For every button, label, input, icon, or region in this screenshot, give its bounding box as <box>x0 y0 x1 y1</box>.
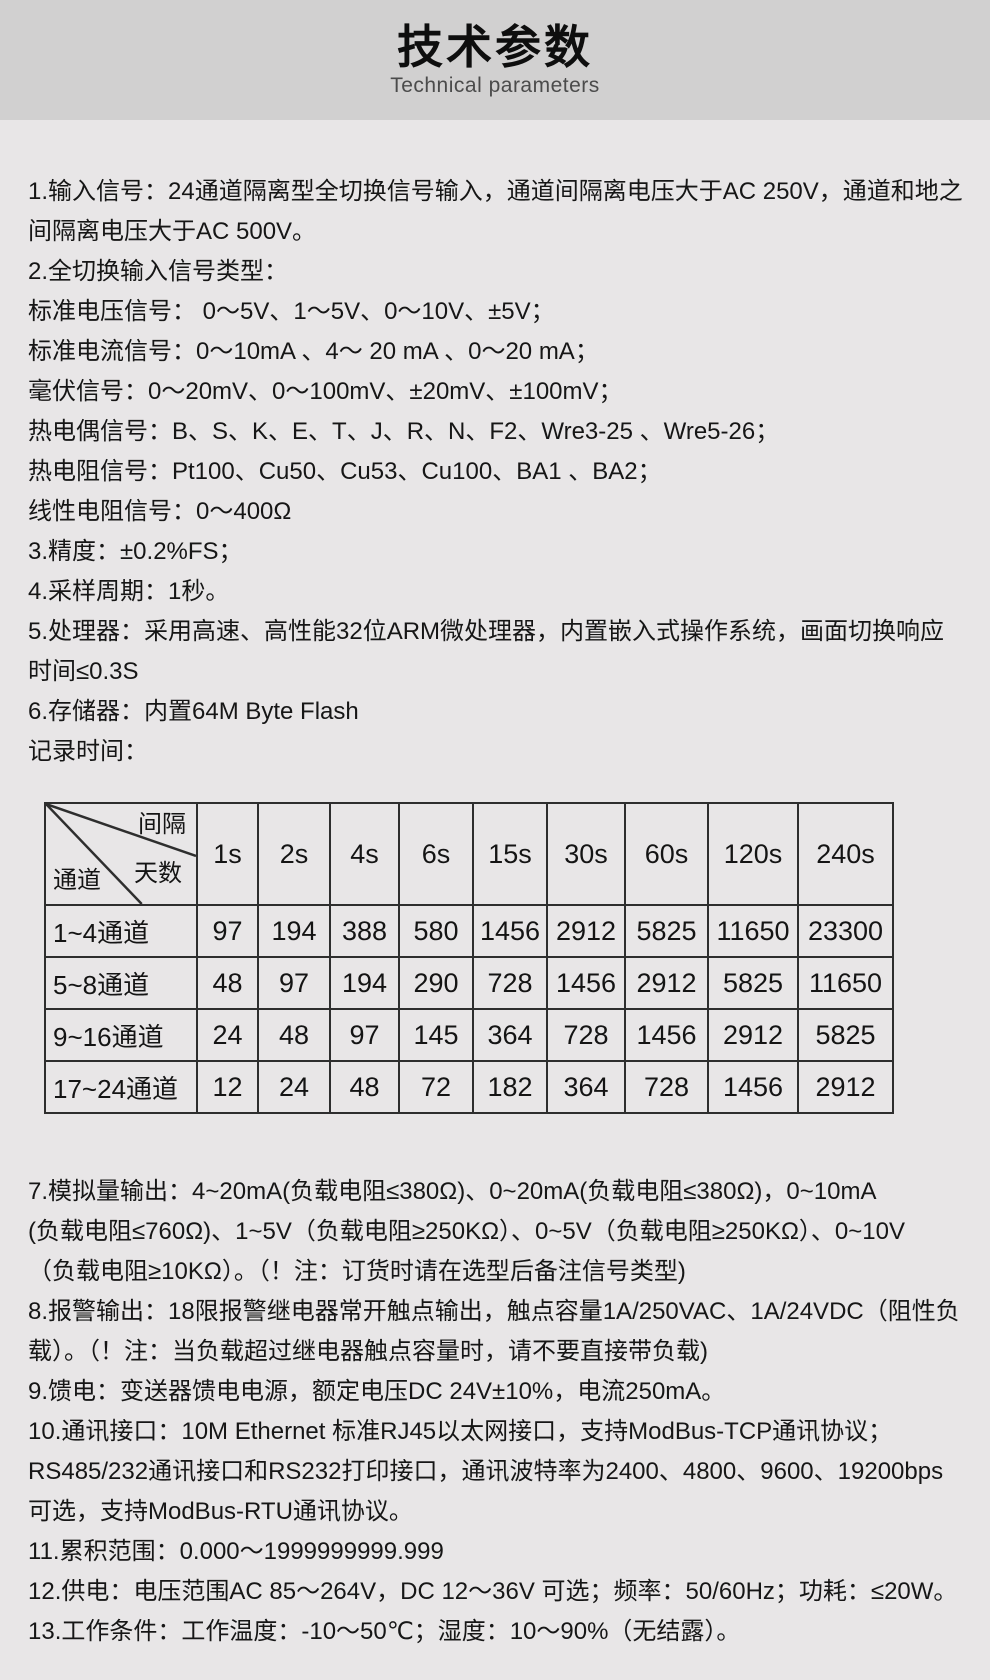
table-cell: 48 <box>257 1008 331 1062</box>
table-row: 1~4通道 97 194 388 580 1456 2912 5825 1165… <box>44 904 894 958</box>
spec-line: 6.存储器：内置64M Byte Flash <box>28 698 359 725</box>
table-cell: 728 <box>624 1060 709 1114</box>
table-header-cell: 240s <box>797 802 894 906</box>
table-cell: 2912 <box>624 956 709 1010</box>
table-header-cell: 60s <box>624 802 709 906</box>
table-cell: 364 <box>472 1008 548 1062</box>
spec-line: 10.通讯接口：10M Ethernet 标准RJ45以太网接口，支持ModBu… <box>28 1418 893 1445</box>
spec-line: （负载电阻≥10KΩ）。（！注：订货时请在选型后备注信号类型) <box>28 1258 686 1285</box>
table-cell: 5825 <box>707 956 799 1010</box>
table-cell: 194 <box>257 904 331 958</box>
spec-line: 间隔离电压大于AC 500V。 <box>28 218 317 245</box>
table-cell: 12 <box>196 1060 259 1114</box>
table-cell: 48 <box>196 956 259 1010</box>
table-header-cell: 4s <box>329 802 400 906</box>
table-cell: 1456 <box>472 904 548 958</box>
spec-line: (负载电阻≤760Ω)、1~5V（负载电阻≥250KΩ）、0~5V（负载电阻≥2… <box>28 1218 905 1245</box>
page-subtitle: Technical parameters <box>390 74 600 98</box>
row-label: 9~16通道 <box>44 1008 198 1062</box>
spec-line: 标准电压信号： 0～5V、1～5V、0～10V、±5V； <box>28 298 555 325</box>
table-cell: 72 <box>398 1060 474 1114</box>
record-time-table: 间隔 天数 通道 1s 2s 4s 6s 15s 30s 60s 120s 24… <box>44 802 894 1114</box>
table-cell: 48 <box>329 1060 400 1114</box>
corner-label-channel: 通道 <box>53 867 101 894</box>
table-cell: 11650 <box>707 904 799 958</box>
table-cell: 1456 <box>624 1008 709 1062</box>
table-header-cell: 30s <box>546 802 626 906</box>
section-banner: 技术参数 Technical parameters <box>0 0 990 120</box>
table-row: 17~24通道 12 24 48 72 182 364 728 1456 291… <box>44 1060 894 1114</box>
table-cell: 728 <box>546 1008 626 1062</box>
table-cell: 1456 <box>707 1060 799 1114</box>
table-cell: 194 <box>329 956 400 1010</box>
spec-line: RS485/232通讯接口和RS232打印接口，通讯波特率为2400、4800、… <box>28 1458 944 1485</box>
spec-line: 时间≤0.3S <box>28 658 139 685</box>
spec-line: 线性电阻信号：0～400Ω <box>28 498 292 525</box>
table-header-cell: 6s <box>398 802 474 906</box>
spec-line: 热电阻信号：Pt100、Cu50、Cu53、Cu100、BA1 、BA2； <box>28 458 662 485</box>
table-cell: 728 <box>472 956 548 1010</box>
table-cell: 5825 <box>797 1008 894 1062</box>
table-cell: 24 <box>257 1060 331 1114</box>
table-cell: 97 <box>257 956 331 1010</box>
table-cell: 145 <box>398 1008 474 1062</box>
row-label: 17~24通道 <box>44 1060 198 1114</box>
spec-line: 1.输入信号：24通道隔离型全切换信号输入，通道间隔离电压大于AC 250V，通… <box>28 178 962 205</box>
spec-line: 7.模拟量输出：4~20mA(负载电阻≤380Ω)、0~20mA(负载电阻≤38… <box>28 1178 877 1205</box>
table-cell: 580 <box>398 904 474 958</box>
spec-line: 13.工作条件：工作温度：-10～50℃；湿度：10～90%（无结露）。 <box>28 1618 741 1645</box>
spec-line: 3.精度：±0.2%FS； <box>28 538 243 565</box>
spec-line: 记录时间： <box>28 738 148 765</box>
spec-line: 标准电流信号：0～10mA 、4～ 20 mA 、0～20 mA； <box>28 338 599 365</box>
spec-line: 载）。（！注：当负载超过继电器触点容量时，请不要直接带负载) <box>28 1338 708 1365</box>
table-cell: 182 <box>472 1060 548 1114</box>
spec-line: 12.供电：电压范围AC 85～264V，DC 12～36V 可选；频率：50/… <box>28 1578 958 1605</box>
table-cell: 24 <box>196 1008 259 1062</box>
table-header-cell: 2s <box>257 802 331 906</box>
spec-line: 毫伏信号：0～20mV、0～100mV、±20mV、±100mV； <box>28 378 623 405</box>
diagonal-divider-lines <box>46 804 196 904</box>
spec-line: 9.馈电：变送器馈电电源，额定电压DC 24V±10%，电流250mA。 <box>28 1378 726 1405</box>
table-header-cell: 120s <box>707 802 799 906</box>
corner-label-interval: 间隔 <box>138 811 186 838</box>
row-label: 5~8通道 <box>44 956 198 1010</box>
table-cell: 23300 <box>797 904 894 958</box>
table-row: 5~8通道 48 97 194 290 728 1456 2912 5825 1… <box>44 956 894 1010</box>
spec-content: 1.输入信号：24通道隔离型全切换信号输入，通道间隔离电压大于AC 250V，通… <box>0 120 990 1652</box>
table-corner-cell: 间隔 天数 通道 <box>44 802 198 906</box>
spec-line: 8.报警输出：18限报警继电器常开触点输出，触点容量1A/250VAC、1A/2… <box>28 1298 960 1325</box>
spec-line: 5.处理器：采用高速、高性能32位ARM微处理器，内置嵌入式操作系统，画面切换响… <box>28 618 945 645</box>
page-title: 技术参数 <box>397 20 593 73</box>
table-row: 9~16通道 24 48 97 145 364 728 1456 2912 58… <box>44 1008 894 1062</box>
table-cell: 2912 <box>546 904 626 958</box>
table-cell: 1456 <box>546 956 626 1010</box>
table-cell: 5825 <box>624 904 709 958</box>
spec-line: 热电偶信号：B、S、K、E、T、J、R、N、F2、Wre3-25 、Wre5-2… <box>28 418 780 445</box>
table-cell: 364 <box>546 1060 626 1114</box>
table-header-cell: 1s <box>196 802 259 906</box>
table-cell: 2912 <box>797 1060 894 1114</box>
table-cell: 388 <box>329 904 400 958</box>
spec-line: 可选，支持ModBus-RTU通讯协议。 <box>28 1498 413 1525</box>
table-header-cell: 15s <box>472 802 548 906</box>
table-cell: 2912 <box>707 1008 799 1062</box>
table-cell: 97 <box>329 1008 400 1062</box>
spec-line: 4.采样周期：1秒。 <box>28 578 230 605</box>
table-cell: 290 <box>398 956 474 1010</box>
spec-line: 11.累积范围：0.000～1999999999.999 <box>28 1538 444 1565</box>
table-cell: 11650 <box>797 956 894 1010</box>
row-label: 1~4通道 <box>44 904 198 958</box>
corner-label-days: 天数 <box>134 860 182 887</box>
spec-line: 2.全切换输入信号类型： <box>28 258 289 285</box>
table-cell: 97 <box>196 904 259 958</box>
